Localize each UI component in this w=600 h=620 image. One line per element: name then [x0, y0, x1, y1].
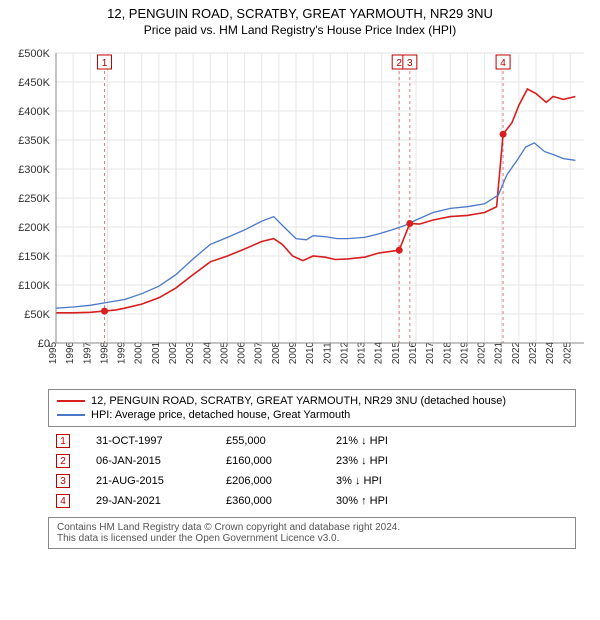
- sale-price: £206,000: [218, 471, 328, 491]
- svg-text:2: 2: [396, 58, 402, 69]
- legend-swatch-property: [57, 400, 85, 402]
- svg-text:3: 3: [407, 58, 413, 69]
- svg-text:1997: 1997: [82, 341, 93, 364]
- svg-text:2000: 2000: [134, 341, 145, 364]
- svg-text:2020: 2020: [477, 341, 488, 364]
- svg-text:2010: 2010: [305, 341, 316, 364]
- line-chart: £0£50K£100K£150K£200K£250K£300K£350K£400…: [8, 43, 592, 383]
- sale-marker-icon: 2: [56, 454, 70, 468]
- svg-text:2004: 2004: [202, 341, 213, 364]
- svg-text:2005: 2005: [219, 341, 230, 364]
- sale-diff: 21% ↓ HPI: [328, 431, 576, 451]
- svg-text:£200K: £200K: [18, 222, 50, 234]
- svg-text:2012: 2012: [339, 341, 350, 364]
- svg-text:2013: 2013: [357, 341, 368, 364]
- table-row: 2 06-JAN-2015£160,00023% ↓ HPI: [48, 451, 576, 471]
- svg-text:£100K: £100K: [18, 280, 50, 292]
- sale-diff: 30% ↑ HPI: [328, 491, 576, 511]
- sale-date: 29-JAN-2021: [88, 491, 218, 511]
- svg-text:1996: 1996: [65, 341, 76, 364]
- svg-text:£450K: £450K: [18, 77, 50, 89]
- svg-text:2003: 2003: [185, 341, 196, 364]
- sale-price: £360,000: [218, 491, 328, 511]
- svg-text:£400K: £400K: [18, 106, 50, 118]
- svg-text:2009: 2009: [288, 341, 299, 364]
- table-row: 3 21-AUG-2015£206,0003% ↓ HPI: [48, 471, 576, 491]
- svg-text:1995: 1995: [48, 341, 59, 364]
- svg-text:2011: 2011: [322, 342, 333, 364]
- legend-item-hpi: HPI: Average price, detached house, Grea…: [57, 408, 567, 422]
- footer-line1: Contains HM Land Registry data © Crown c…: [57, 522, 567, 533]
- svg-text:2014: 2014: [374, 341, 385, 364]
- svg-text:£350K: £350K: [18, 135, 50, 147]
- svg-text:2019: 2019: [459, 341, 470, 364]
- sale-marker-icon: 1: [56, 434, 70, 448]
- svg-text:£500K: £500K: [18, 48, 50, 60]
- table-row: 1 31-OCT-1997£55,00021% ↓ HPI: [48, 431, 576, 451]
- svg-text:2007: 2007: [254, 341, 265, 364]
- sales-table: 1 31-OCT-1997£55,00021% ↓ HPI 2 06-JAN-2015…: [48, 431, 576, 511]
- svg-text:2023: 2023: [528, 341, 539, 364]
- chart-title-line1: 12, PENGUIN ROAD, SCRATBY, GREAT YARMOUT…: [0, 0, 600, 21]
- sale-price: £55,000: [218, 431, 328, 451]
- svg-text:£150K: £150K: [18, 251, 50, 263]
- svg-text:1: 1: [102, 58, 108, 69]
- svg-text:1998: 1998: [99, 341, 110, 364]
- svg-text:2002: 2002: [168, 341, 179, 364]
- svg-text:2016: 2016: [408, 341, 419, 364]
- chart-title-line2: Price paid vs. HM Land Registry's House …: [0, 21, 600, 43]
- sale-marker-icon: 4: [56, 494, 70, 508]
- legend-label-property: 12, PENGUIN ROAD, SCRATBY, GREAT YARMOUT…: [91, 395, 506, 407]
- sale-date: 31-OCT-1997: [88, 431, 218, 451]
- svg-text:2018: 2018: [442, 341, 453, 364]
- legend-swatch-hpi: [57, 414, 85, 416]
- sale-price: £160,000: [218, 451, 328, 471]
- sale-diff: 3% ↓ HPI: [328, 471, 576, 491]
- legend-label-hpi: HPI: Average price, detached house, Grea…: [91, 409, 350, 421]
- sale-diff: 23% ↓ HPI: [328, 451, 576, 471]
- footer-line2: This data is licensed under the Open Gov…: [57, 533, 567, 544]
- svg-text:2017: 2017: [425, 341, 436, 364]
- svg-text:4: 4: [500, 58, 506, 69]
- svg-text:2022: 2022: [511, 341, 522, 364]
- svg-text:1999: 1999: [117, 341, 128, 364]
- sale-date: 06-JAN-2015: [88, 451, 218, 471]
- sale-marker-icon: 3: [56, 474, 70, 488]
- chart-container: £0£50K£100K£150K£200K£250K£300K£350K£400…: [8, 43, 592, 383]
- sale-date: 21-AUG-2015: [88, 471, 218, 491]
- svg-text:2001: 2001: [151, 341, 162, 364]
- svg-text:£50K: £50K: [24, 309, 50, 321]
- svg-text:£300K: £300K: [18, 164, 50, 176]
- svg-text:2008: 2008: [271, 341, 282, 364]
- footer-box: Contains HM Land Registry data © Crown c…: [48, 517, 576, 549]
- table-row: 4 29-JAN-2021£360,00030% ↑ HPI: [48, 491, 576, 511]
- svg-text:2024: 2024: [545, 341, 556, 364]
- svg-text:2006: 2006: [237, 341, 248, 364]
- svg-text:2025: 2025: [562, 341, 573, 364]
- legend-item-property: 12, PENGUIN ROAD, SCRATBY, GREAT YARMOUT…: [57, 394, 567, 408]
- svg-text:£250K: £250K: [18, 193, 50, 205]
- legend-box: 12, PENGUIN ROAD, SCRATBY, GREAT YARMOUT…: [48, 389, 576, 427]
- svg-text:2015: 2015: [391, 341, 402, 364]
- svg-text:2021: 2021: [494, 341, 505, 364]
